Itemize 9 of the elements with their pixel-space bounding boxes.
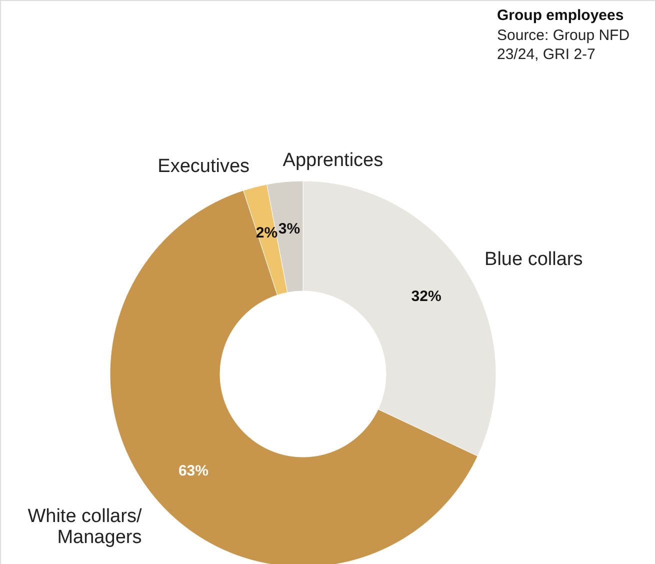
slice-label: Blue collars <box>484 248 583 270</box>
data-label: 63% <box>178 462 208 480</box>
source-note: Source: Group NFD 23/24, GRI 2-7 <box>497 27 630 63</box>
slice-label: White collars/ Managers <box>28 506 142 548</box>
chart-title: Group employees <box>497 7 624 24</box>
slice-label: Executives <box>158 156 250 177</box>
slice-label: Apprentices <box>282 150 384 171</box>
data-label: 3% <box>278 220 300 238</box>
data-label: 32% <box>411 288 442 305</box>
